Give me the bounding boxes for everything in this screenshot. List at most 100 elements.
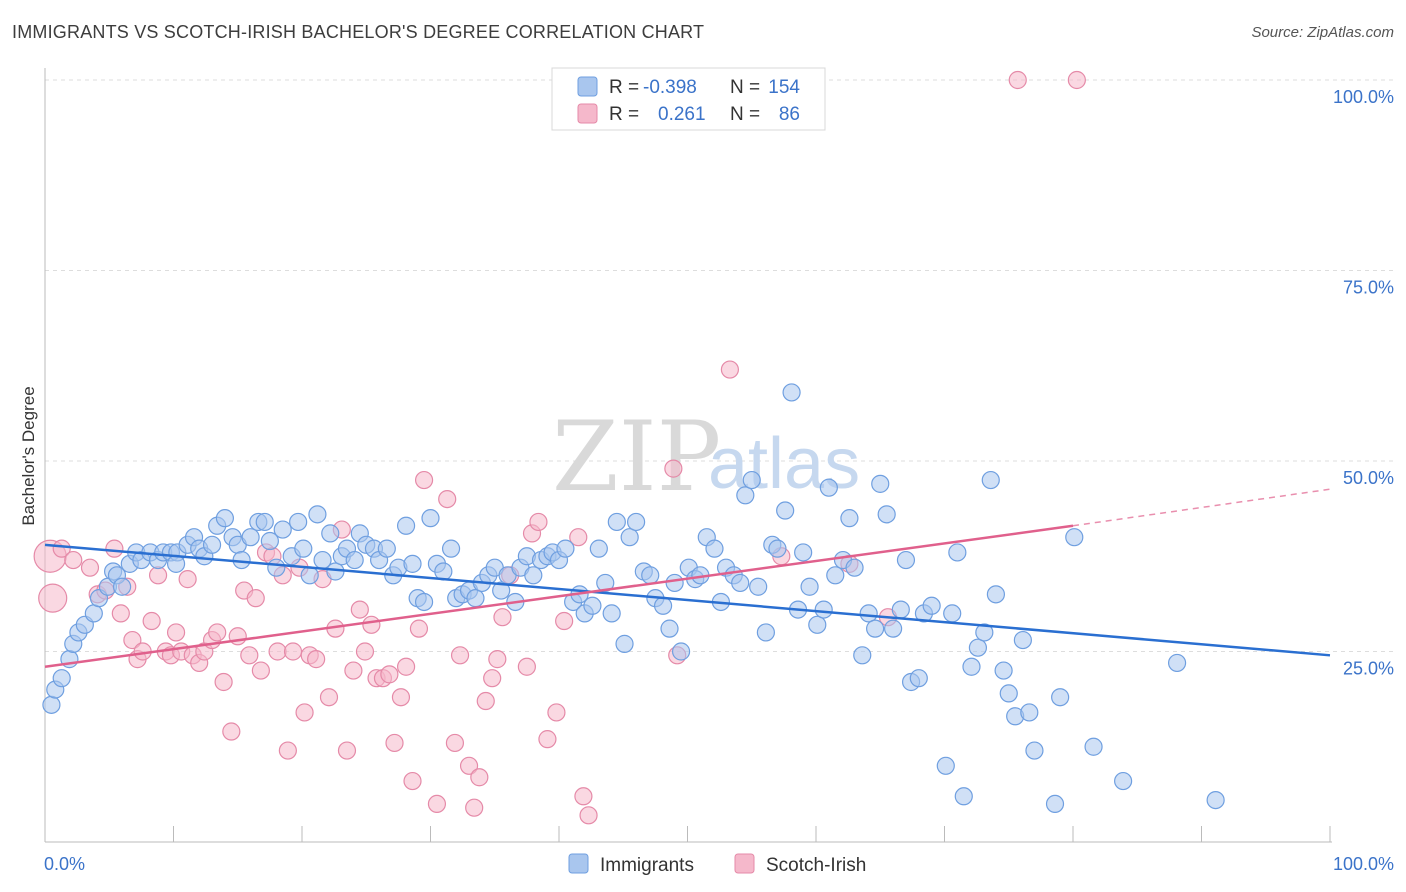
immigrants-point-88 [602,604,621,623]
scotch-irish-point-41 [307,650,326,669]
scotch-irish-point-39 [295,703,314,722]
immigrants-point-85 [583,596,602,615]
immigrants-point-57 [403,554,422,573]
scotch-irish-point-48 [350,600,369,619]
immigrants-point-26 [202,535,222,554]
immigrants-point-71 [492,581,511,600]
watermark-atlas: atlas [708,424,860,504]
legend-n-value-immigrants: 154 [768,77,800,98]
immigrants-point-125 [840,509,859,528]
immigrants-point-133 [891,600,910,619]
legend-r-value-immigrants: -0.398 [643,77,697,98]
scotch-irish-point-61 [438,490,457,509]
immigrants-point-122 [819,478,838,497]
scotch-irish-point-34 [268,642,287,661]
immigrants-point-134 [896,550,916,570]
immigrants-point-142 [954,787,973,806]
immigrants-point-99 [671,642,691,661]
scotch-irish-point-79 [574,787,593,806]
legend-r-label-immigrants: R = [609,77,639,98]
immigrants-point-53 [377,539,396,558]
immigrants-point-91 [620,528,639,547]
immigrants-point-149 [999,684,1018,703]
scotch-irish-point-47 [344,661,363,680]
scotch-irish-trend-line [44,524,1074,668]
immigrants-point-138 [922,596,941,615]
chart-source: Source: ZipAtlas.com [1251,24,1394,41]
scotch-irish-point-46 [337,741,357,760]
scotch-irish-point-10 [123,630,142,650]
legend-n-label-scotch-irish: N = [730,104,760,125]
scotch-irish-point-53 [380,665,399,684]
immigrants-point-144 [968,638,988,657]
immigrants-point-28 [215,509,234,528]
immigrants-point-34 [255,512,274,532]
immigrants-point-146 [981,470,1000,490]
chart-title: IMMIGRANTS VS SCOTCH-IRISH BACHELOR'S DE… [12,22,705,42]
immigrants-points [42,383,1225,814]
scotch-irish-point-54 [385,733,404,753]
y-tick-label-0: 25.0% [1343,659,1394,679]
immigrants-point-81 [556,539,575,558]
scotch-irish-point-60 [427,794,447,814]
immigrants-point-110 [742,470,761,490]
immigrants-point-2 [52,669,71,688]
immigrants-point-97 [660,619,679,638]
scotch-irish-point-7 [105,539,124,558]
immigrants-point-151 [1013,630,1032,650]
immigrants-point-86 [589,539,608,558]
scotch-irish-trend-extension [1072,488,1331,527]
trend-lines [44,488,1331,668]
immigrants-point-39 [289,512,308,532]
scotch-irish-point-8 [111,604,130,623]
x-tick-label-min: 0.0% [44,854,85,874]
immigrants-point-56 [396,516,416,535]
immigrants-point-98 [665,573,684,593]
scotch-irish-point-13 [142,611,161,631]
scotch-irish-point-64 [459,756,479,775]
immigrants-point-40 [294,539,313,558]
immigrants-point-21 [166,554,186,573]
axes [44,68,1332,843]
scotch-irish-point-25 [214,672,233,692]
immigrants-point-59 [414,592,434,612]
scotch-irish-point-76 [547,703,566,722]
immigrants-point-116 [782,383,801,402]
immigrants-point-140 [943,604,962,623]
legend-swatch-immigrants [577,76,598,97]
series-legend-label-immigrants: Immigrants [600,855,694,876]
scotch-irish-point-31 [251,661,270,680]
immigrants-point-48 [345,550,364,570]
scotch-irish-point-3 [64,550,83,570]
immigrants-point-67 [466,589,485,608]
scotch-irish-point-75 [538,730,557,749]
immigrants-point-114 [768,539,787,558]
scotch-irish-point-80 [579,806,598,825]
immigrants-point-127 [853,646,872,665]
scotch-irish-point-29 [240,646,259,665]
immigrants-point-109 [736,486,755,505]
immigrants-point-120 [808,615,827,634]
legend-n-label-immigrants: N = [730,77,760,98]
scotch-irish-point-67 [476,691,495,711]
immigrants-point-92 [626,512,646,532]
immigrants-point-123 [826,566,845,585]
immigrants-point-136 [909,669,928,688]
scotch-irish-point-43 [319,688,339,707]
scotch-irish-point-87 [1008,70,1027,90]
immigrants-point-76 [524,566,543,585]
immigrants-point-44 [321,524,340,543]
immigrants-point-36 [267,558,286,577]
immigrants-point-145 [975,623,994,642]
immigrants-point-12 [112,577,132,596]
immigrants-point-126 [845,558,864,577]
y-tick-label-1: 50.0% [1343,468,1394,488]
scotch-irish-point-57 [403,771,422,791]
scotch-irish-point-30 [246,589,265,608]
scotch-irish-point-49 [355,642,375,661]
immigrants-point-153 [1025,741,1044,760]
immigrants-point-148 [994,661,1013,680]
immigrants-point-139 [936,756,955,775]
immigrants-point-154 [1045,794,1065,814]
immigrants-point-158 [1114,771,1133,791]
